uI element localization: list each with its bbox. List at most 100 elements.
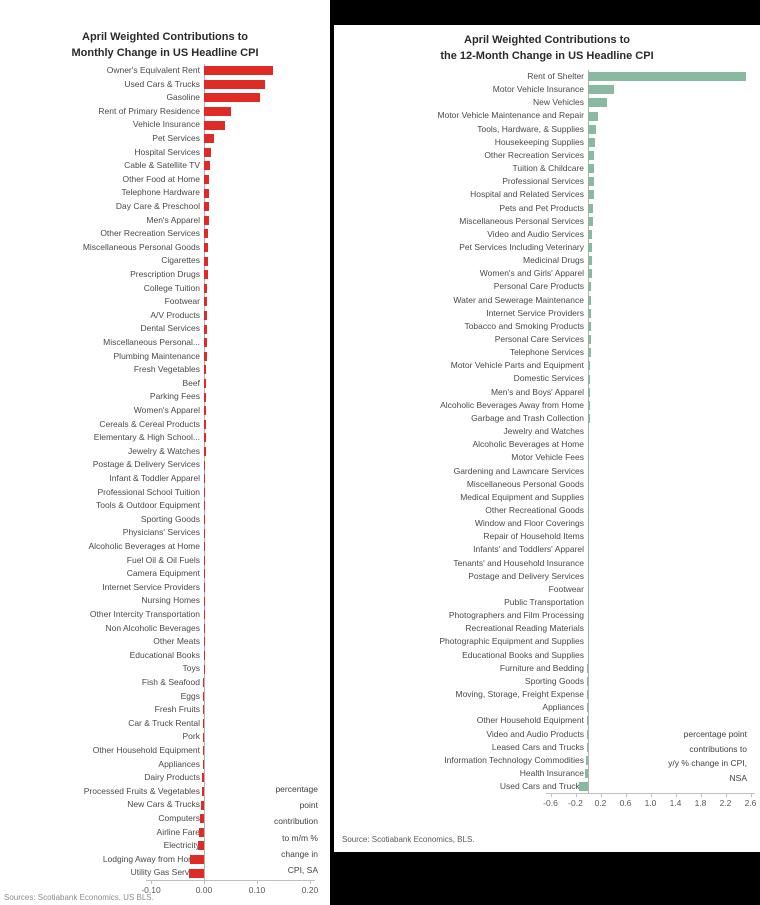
bar-row: New Cars & Trucks [0,798,330,812]
bar-row: Miscellaneous Personal... [0,336,330,350]
category-label: Motor Vehicle Parts and Equipment [450,360,584,371]
bar-row: Women's and Girls' Apparel [334,267,760,280]
category-label: Motor Vehicle Fees [511,452,584,463]
tick-label: -0.2 [568,798,583,808]
bar [204,623,205,633]
bar [588,624,589,634]
bar-row: Miscellaneous Personal Goods [0,241,330,255]
bar-row: Garbage and Trash Collection [334,412,760,425]
bar [204,311,208,321]
bar-row: Miscellaneous Personal Services [334,215,760,228]
bar [588,177,594,187]
bar-row: Domestic Services [334,372,760,385]
bar [200,814,204,824]
bar-row: Public Transportation [334,596,760,609]
source-note: Source: Scotiabank Economics, BLS. [342,835,475,844]
category-label: Used Cars and Trucks [499,781,584,792]
tick-mark [600,793,602,797]
bar [204,161,210,171]
bar [203,691,204,701]
bar-row: Other Recreational Goods [334,504,760,517]
category-label: Educational Books and Supplies [462,649,584,660]
bar [188,868,204,878]
bar [204,351,207,361]
category-label: Internet Service Providers [486,307,584,318]
bar [588,124,596,134]
bar-row: College Tuition [0,282,330,296]
bar-row: Other Recreation Services [334,149,760,162]
bar [203,719,204,729]
bar-row: Men's and Boys' Apparel [334,386,760,399]
category-label: Miscellaneous Personal Goods [82,241,200,252]
category-label: Furniture and Bedding [499,662,584,673]
bar-row: Medicinal Drugs [334,254,760,267]
bar [202,759,204,769]
bar-row: Tools, Hardware, & Supplies [334,123,760,136]
bar-row: Educational Books [0,649,330,663]
bar-row: Vehicle Insurance [0,118,330,132]
bar-row: Used Cars and Trucks [334,780,760,793]
category-label: Tuition & Childcare [512,163,585,174]
source-note: Sources: Scotiabank Economics, US BLS. [4,893,154,902]
category-label: Lodging Away from Home [102,853,200,864]
zero-axis-line [204,64,205,880]
bar [204,283,208,293]
category-label: College Tuition [143,282,200,293]
bar [204,297,208,307]
category-label: Alcoholic Beverages at Home [88,541,200,551]
bar [204,528,205,538]
bar [204,569,205,579]
category-label: A/V Products [150,309,200,320]
bar [588,85,615,95]
category-label: Video and Audio Products [486,728,584,739]
bar-row: Alcoholic Beverages at Home [0,540,330,554]
bar-row: Postage and Delivery Services [334,570,760,583]
category-label: Infants' and Toddlers' Apparel [473,544,584,555]
bar [204,433,206,443]
bar [586,742,588,752]
bar-row: Rent of Primary Residence [0,105,330,119]
bar-row: Water and Sewerage Maintenance [334,294,760,307]
bar [588,413,590,423]
bar [588,492,589,502]
bar-row: Cereals & Cereal Products [0,418,330,432]
bar-row: Fresh Fruits [0,703,330,717]
bar-row: Owner's Equivalent Rent [0,64,330,78]
category-label: Dental Services [140,323,200,334]
bar-row: Pork [0,730,330,744]
bar-row: Cigarettes [0,254,330,268]
bar-row: Motor Vehicle Parts and Equipment [334,359,760,372]
category-label: Elementary & High School... [93,432,200,443]
bar-row: Elementary & High School... [0,431,330,445]
bar [588,295,592,305]
bar [587,716,588,726]
bar-row: Motor Vehicle Insurance [334,83,760,96]
category-label: Moving, Storage, Freight Expense [455,689,584,700]
bar-row: Tools & Outdoor Equipment [0,499,330,513]
bar [204,324,207,334]
bar [588,269,592,279]
category-label: Telephone Hardware [121,187,200,198]
bar [204,664,205,674]
bar-row: Jewelry and Watches [334,425,760,438]
bar-row: Jewelry & Watches [0,445,330,459]
category-label: Personal Care Products [493,281,584,292]
bar-row: Other Household Equipment [334,714,760,727]
bar [189,855,204,865]
bar-row: Used Cars & Trucks [0,78,330,92]
category-label: Rent of Shelter [527,71,584,81]
bar-row: Alcoholic Beverages at Home [334,438,760,451]
category-label: Fish & Seafood [141,677,200,687]
bar [588,137,595,147]
bar [204,175,210,185]
bar-row: Alcoholic Beverages Away from Home [334,399,760,412]
category-label: Infant & Toddler Apparel [109,473,200,483]
bar [588,256,592,266]
category-label: Alcoholic Beverages Away from Home [440,399,584,410]
bar [204,379,207,389]
bar-row: New Vehicles [334,96,760,109]
bar-row: Airline Fare [0,826,330,840]
bar [588,308,592,318]
tick-mark [575,793,577,797]
category-label: Beef [182,377,201,388]
